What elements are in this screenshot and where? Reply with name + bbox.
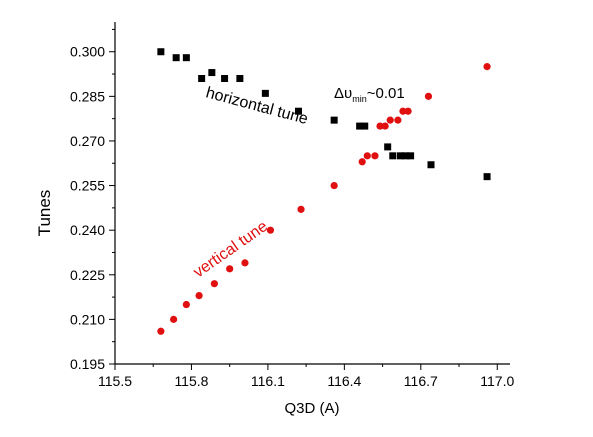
vertical-tune-point <box>386 116 394 124</box>
horizontal-tune-point <box>407 152 415 160</box>
horizontal-tune-point <box>294 107 302 115</box>
axes <box>114 22 510 365</box>
horizontal-tune-point <box>182 54 190 62</box>
vertical-tune-point <box>297 205 305 213</box>
y-tick-label: 0.255 <box>70 178 105 194</box>
horizontal-tune-point <box>483 173 491 181</box>
vertical-tune-point <box>376 122 384 130</box>
vertical-tune-point <box>404 107 412 115</box>
vertical-tune-point <box>363 152 371 160</box>
y-ticks: 0.195 0.210 0.225 0.240 0.255 0.270 0.285 0.300 <box>70 28 115 372</box>
vertical-tune-point <box>157 327 165 335</box>
data-points <box>157 48 491 335</box>
x-ticks: 115.5 115.8 116.1 116.4 116.7 117.0 <box>98 364 514 389</box>
horizontal-tune-point <box>389 152 397 160</box>
vertical-tune-point <box>266 226 275 234</box>
delta-annotation: Δυmin~0.01 <box>334 85 405 104</box>
vertical-tune-point <box>210 280 218 288</box>
horizontal-tune-point <box>172 54 180 62</box>
x-tick-label: 116.7 <box>404 373 438 389</box>
horizontal-tune-point <box>384 143 392 151</box>
vertical-tune-point <box>241 259 249 267</box>
vertical-tune-point <box>330 181 338 190</box>
y-tick-label: 0.195 <box>70 356 105 372</box>
x-tick-label: 116.4 <box>327 373 361 389</box>
delta-suffix: ~0.01 <box>367 85 405 102</box>
x-tick-label: 116.1 <box>251 373 285 389</box>
y-tick-label: 0.300 <box>70 44 105 60</box>
delta-subscript: min <box>352 94 367 104</box>
x-tick-label: 115.5 <box>98 373 132 389</box>
delta-prefix: Δυ <box>334 85 352 102</box>
vertical-tune-point <box>195 292 203 300</box>
horizontal-tune-point <box>356 122 364 130</box>
horizontal-tune-point <box>396 152 404 160</box>
x-tick-label: 115.8 <box>174 373 208 389</box>
horizontal-tune-point <box>361 122 369 130</box>
horizontal-tune-point <box>427 161 435 169</box>
vertical-tune-point <box>394 116 402 124</box>
vertical-tune-point <box>483 63 491 71</box>
y-tick-label: 0.270 <box>70 133 105 149</box>
horizontal-tune-point <box>330 116 338 124</box>
horizontal-tune-point <box>157 48 165 56</box>
horizontal-tune-point <box>236 75 244 83</box>
horizontal-tune-point <box>402 152 410 160</box>
vertical-tune-point <box>170 315 178 323</box>
vertical-tune-point <box>371 152 379 160</box>
vertical-tune-point <box>399 107 407 115</box>
horizontal-tune-point <box>198 75 206 83</box>
horizontal-tune-point <box>261 89 269 97</box>
horizontal-tune-point <box>221 75 229 83</box>
y-tick-label: 0.225 <box>70 267 105 283</box>
y-tick-label: 0.240 <box>70 222 105 238</box>
horizontal-tune-point <box>208 69 216 77</box>
vertical-tune-point <box>358 158 366 166</box>
y-tick-label: 0.210 <box>70 311 105 327</box>
y-axis-label: Tunes <box>35 190 54 237</box>
x-axis-label: Q3D (A) <box>284 400 339 417</box>
vertical-tune-point <box>424 92 433 100</box>
horizontal-tune-label: horizontal tune <box>204 84 310 128</box>
vertical-tune-point <box>226 265 234 273</box>
x-tick-label: 117.0 <box>480 373 514 389</box>
y-tick-label: 0.285 <box>70 88 105 104</box>
vertical-tune-point <box>182 300 190 309</box>
vertical-tune-point <box>381 122 389 130</box>
